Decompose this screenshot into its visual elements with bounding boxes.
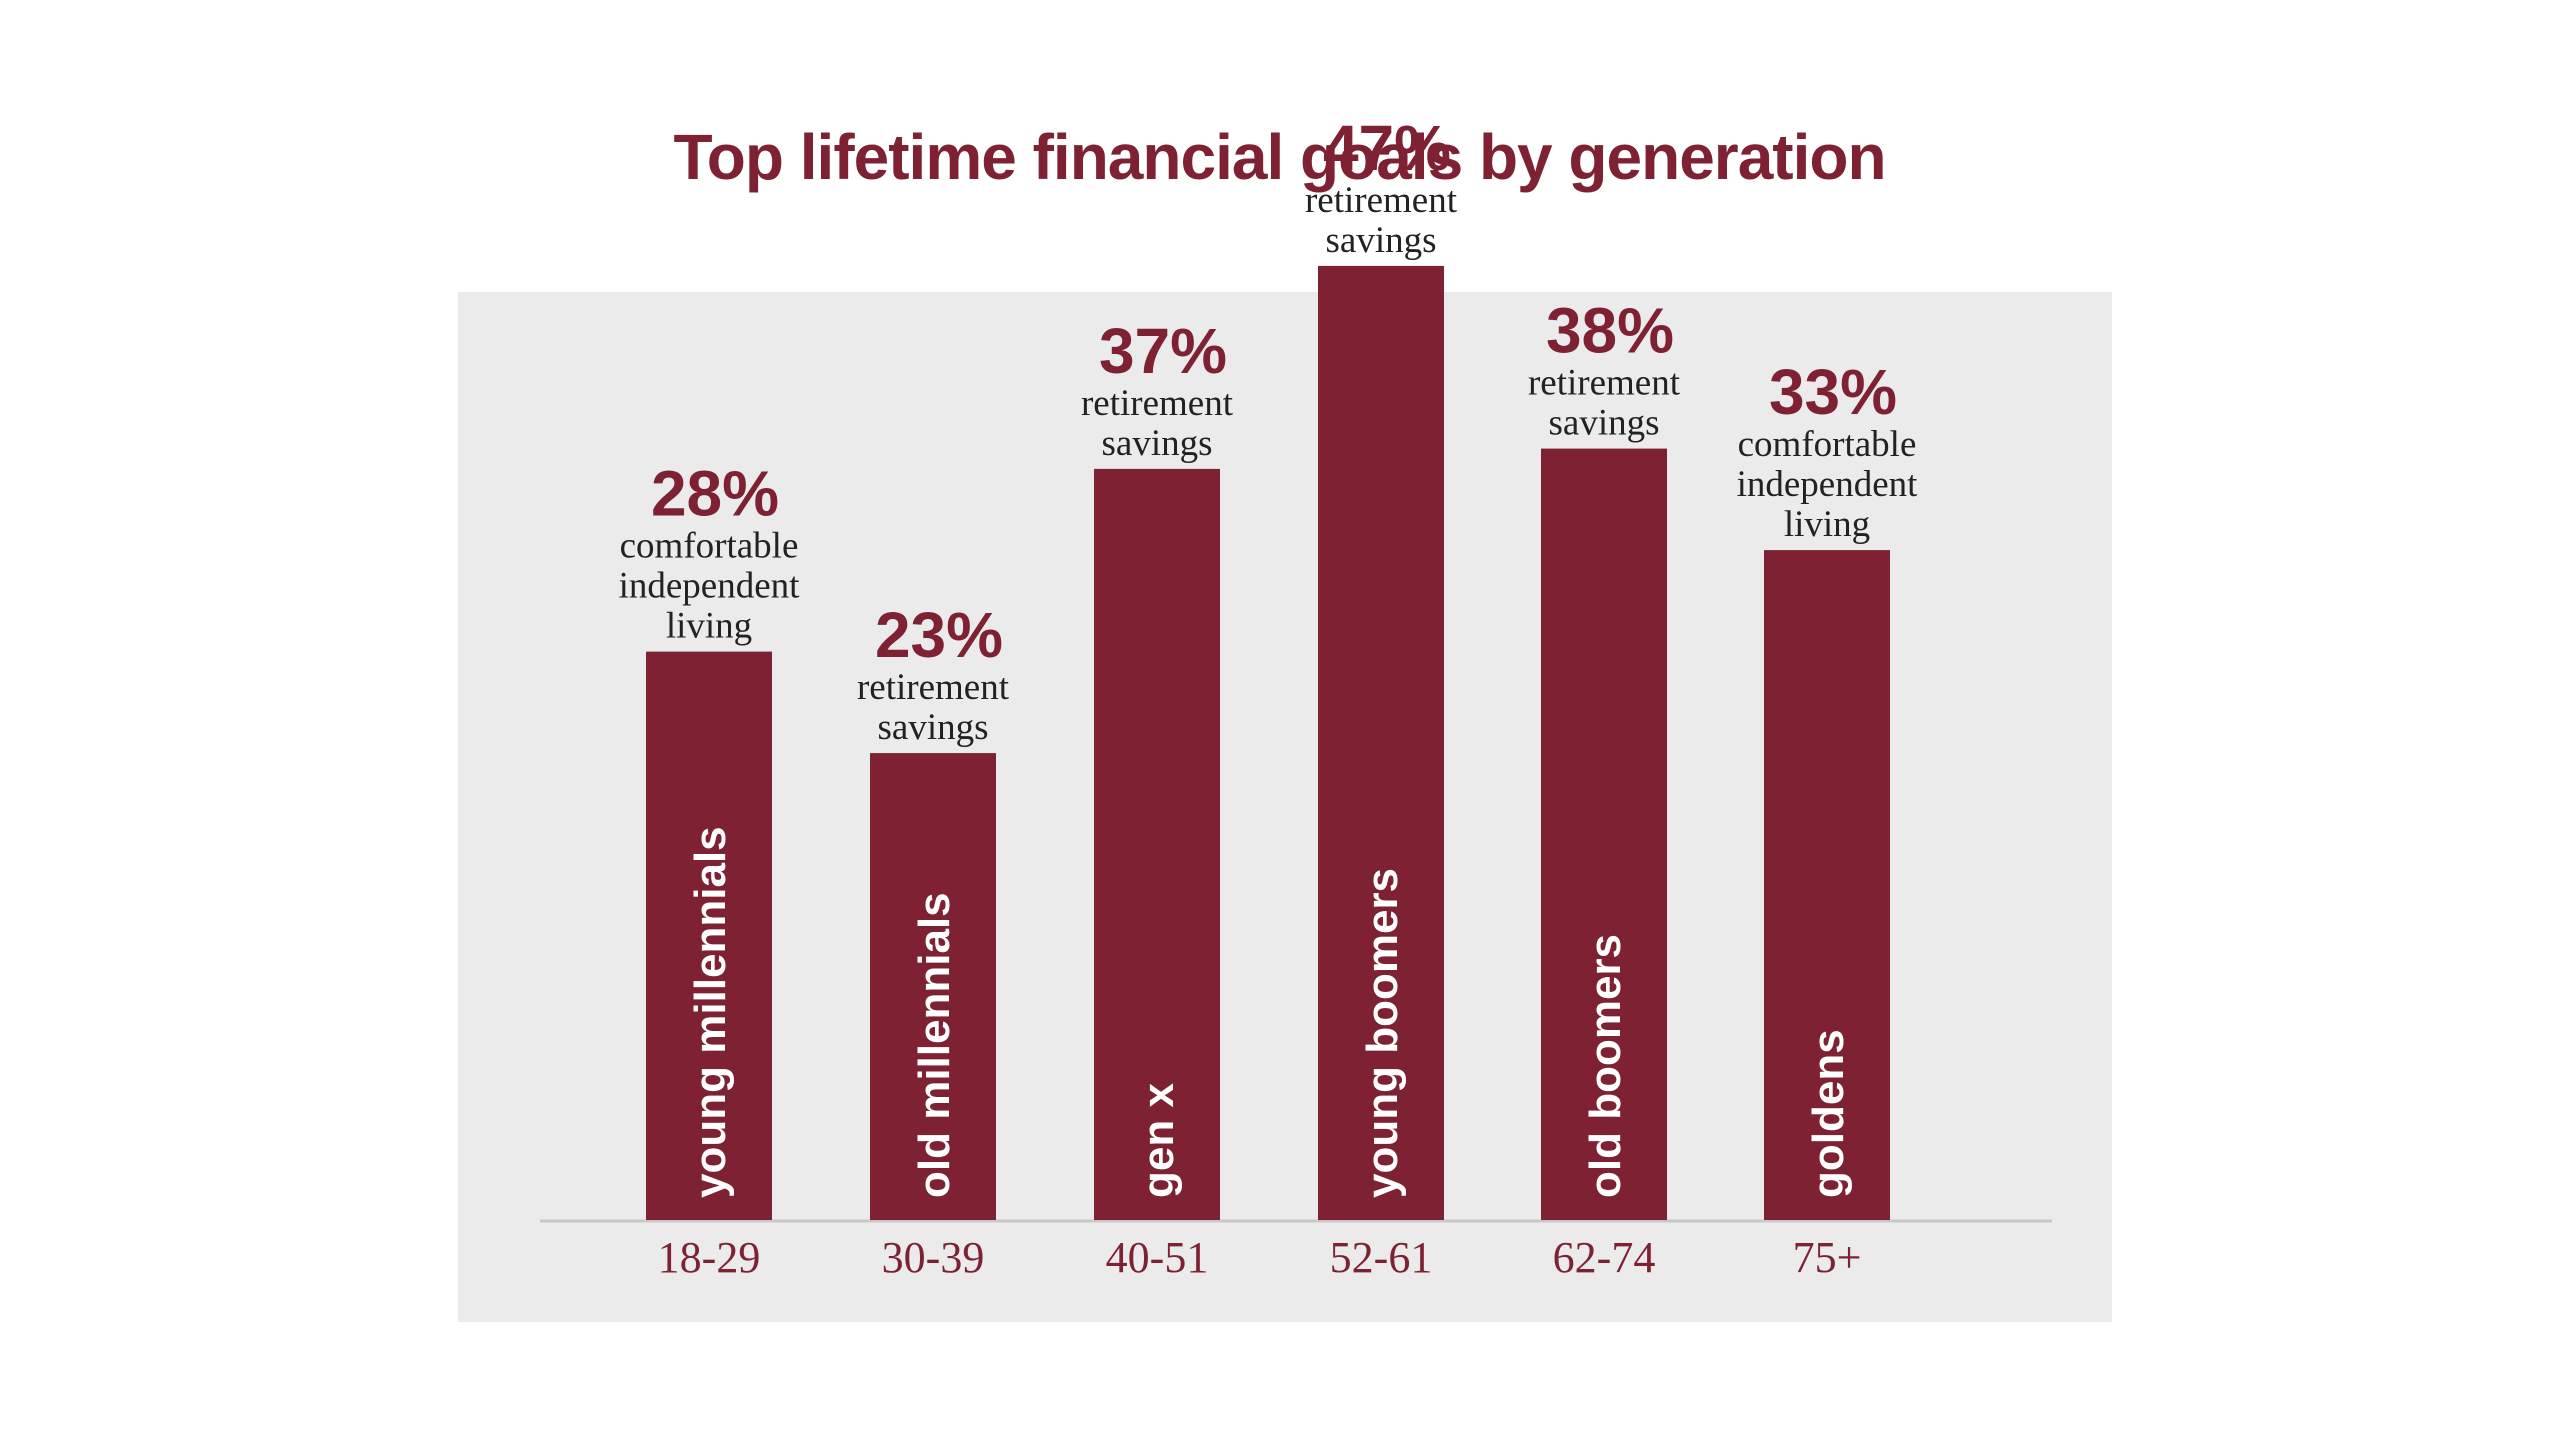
- goal-label: savings: [878, 707, 989, 748]
- generation-label: young boomers: [1358, 868, 1407, 1198]
- value-label: 28%: [651, 458, 779, 530]
- bar: [646, 651, 772, 1220]
- goal-label: living: [1784, 504, 1870, 545]
- value-label: 38%: [1546, 295, 1674, 367]
- goal-label: retirement: [1528, 363, 1681, 404]
- value-label: 33%: [1769, 356, 1897, 428]
- goal-label: savings: [1102, 423, 1213, 464]
- generation-label: old boomers: [1581, 934, 1630, 1198]
- goal-label: retirement: [857, 667, 1010, 708]
- generation-label: gen x: [1134, 1083, 1183, 1198]
- goal-label: independent: [619, 566, 801, 607]
- generation-label: old millennials: [910, 892, 959, 1198]
- goal-label: retirement: [1081, 383, 1234, 424]
- x-tick-label: 75+: [1793, 1233, 1862, 1282]
- generation-label: goldens: [1804, 1029, 1853, 1198]
- goal-label: living: [666, 606, 752, 647]
- bar: [1541, 448, 1667, 1221]
- chart-title: Top lifetime financial goals by generati…: [673, 121, 1886, 193]
- goal-label: savings: [1549, 403, 1660, 444]
- goal-label: comfortable: [1738, 424, 1917, 465]
- value-label: 23%: [875, 599, 1003, 671]
- goal-label: comfortable: [620, 526, 799, 567]
- bar: [1318, 265, 1444, 1220]
- bar: [870, 753, 996, 1220]
- x-tick-label: 40-51: [1106, 1233, 1209, 1282]
- bar: [1094, 468, 1220, 1220]
- x-tick-label: 30-39: [882, 1233, 985, 1282]
- x-tick-label: 52-61: [1330, 1233, 1433, 1282]
- generation-label: young millennials: [686, 826, 735, 1198]
- value-label: 37%: [1099, 315, 1227, 387]
- x-tick-label: 62-74: [1553, 1233, 1656, 1282]
- x-tick-label: 18-29: [658, 1233, 761, 1282]
- goal-label: savings: [1326, 220, 1437, 261]
- goal-label: independent: [1737, 464, 1919, 505]
- value-label: 47%: [1323, 112, 1451, 184]
- bar: [1764, 550, 1890, 1220]
- goal-label: retirement: [1305, 180, 1458, 221]
